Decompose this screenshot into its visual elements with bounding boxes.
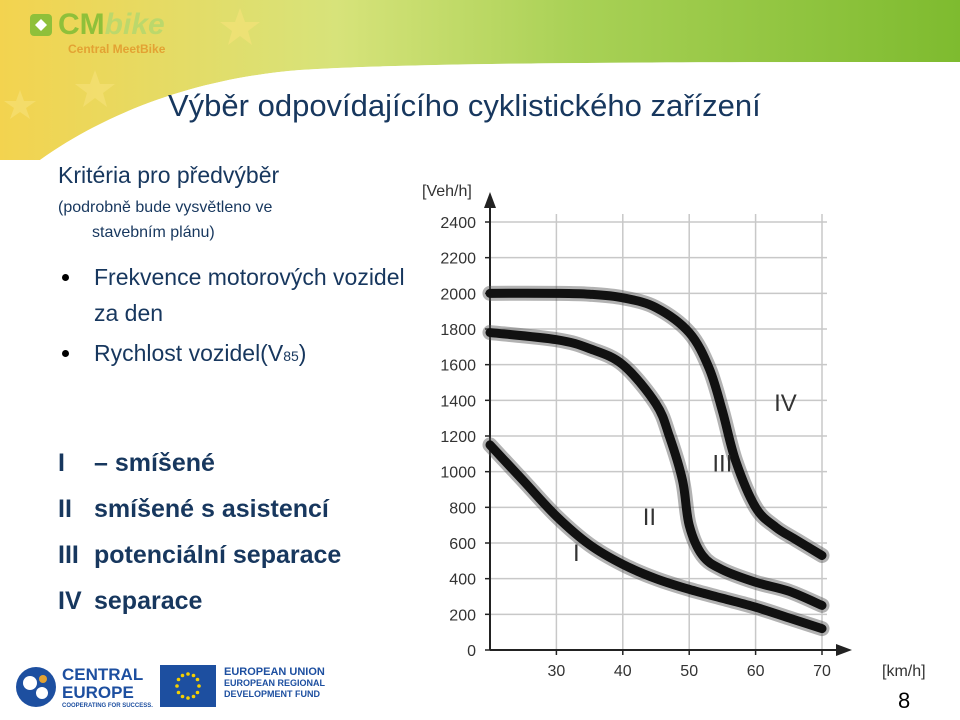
legend-number: II [58,495,72,523]
x-tick-label: 60 [747,663,765,680]
legend-text: separace [94,587,203,615]
eu-flag-icon [160,665,216,707]
bullet-item: Rychlost vozidel(V85) [58,335,408,374]
category-legend: I – smíšené II smíšené s asistencí III pote… [58,440,418,624]
x-axis-arrow [836,644,852,656]
y-tick-label: 800 [449,500,476,517]
y-tick-label: 200 [449,607,476,624]
region-label: III [712,451,732,478]
page-number: 8 [898,688,911,713]
legend-number: I [58,449,65,477]
y-tick-label: 1800 [440,322,476,339]
cmbike-logo-subtitle: Central MeetBike [68,42,166,56]
x-tick-label: 40 [614,663,632,680]
eu-line1: EUROPEAN UNION [224,666,325,678]
criteria-title: Kritéria pro předvýběr [58,162,280,188]
slide-title: Výběr odpovídajícího cyklistického zaříz… [168,88,761,123]
bullet-text: Rychlost vozidel(V [94,340,284,366]
criteria-block: Kritéria pro předvýběr (podrobně bude vy… [58,162,408,378]
x-tick-label: 70 [813,663,831,680]
y-tick-label: 1000 [440,465,476,482]
y-tick-label: 2200 [440,251,476,268]
bullet-item: Frekvence motorových vozidel za den [58,259,408,331]
legend-row: I – smíšené [58,440,418,486]
y-axis-arrow [484,192,496,208]
central-europe-line1: CENTRAL [62,665,144,684]
legend-text: potenciální separace [94,541,342,569]
y-tick-label: 1200 [440,429,476,446]
y-tick-label: 1600 [440,358,476,375]
y-tick-label: 600 [449,536,476,553]
legend-row: III potenciální separace [58,532,418,578]
central-europe-slogan: COOPERATING FOR SUCCESS. [62,703,153,709]
traffic-chart: 0 200 400 600 800 1000 1200 1400 1600 1800 2000 220… [422,183,926,680]
central-europe-line2: EUROPE [62,683,134,702]
legend-text: smíšené s asistencí [94,495,329,523]
eu-line3: DEVELOPMENT FUND [224,689,321,699]
y-tick-label: 400 [449,572,476,589]
eu-fund-text: EUROPEAN UNION EUROPEAN REGIONAL DEVELOP… [224,667,325,700]
series-line [485,440,827,634]
series-line [485,288,827,560]
bullet-text: Frekvence motorových vozidel za den [94,264,405,326]
eu-line2: EUROPEAN REGIONAL [224,678,326,688]
y-tick-label: 0 [467,643,476,660]
bullet-dot [62,350,69,357]
x-axis-label: [km/h] [882,663,926,680]
region-label: II [643,504,656,531]
series-line-halo [482,325,830,613]
bullet-dot [62,274,69,281]
criteria-bullets: Frekvence motorových vozidel za den Rych… [58,259,408,374]
x-tick-label: 50 [680,663,698,680]
legend-row: II smíšené s asistencí [58,486,418,532]
central-europe-logo-mark [16,667,56,707]
bullet-subscript: 85 [283,348,299,364]
region-label: IV [774,390,797,417]
region-label: I [573,540,580,567]
y-tick-label: 2000 [440,286,476,303]
criteria-note-line1: (podrobně bude vysvětleno ve [58,199,273,216]
y-tick-label: 1400 [440,393,476,410]
criteria-note: (podrobně bude vysvětleno ve stavebním p… [58,195,408,245]
legend-number: IV [58,587,82,615]
legend-text: – smíšené [94,449,215,477]
legend-number: III [58,541,79,569]
x-tick-label: 30 [548,663,566,680]
header-banner [0,0,960,160]
series-line-halo [482,437,830,637]
cmbike-logo-mark [30,14,52,36]
bullet-tail: ) [298,340,307,366]
footer [0,655,960,720]
y-axis-label: [Veh/h] [422,183,472,200]
cmbike-logo: CMbike Central MeetBike [28,8,218,56]
cmbike-logo-text: CMbike [58,8,165,41]
criteria-note-line2: stavebním plánu) [92,224,215,241]
legend-row: IV separace [58,578,418,624]
y-tick-label: 2400 [440,215,476,232]
series-line [485,328,827,610]
